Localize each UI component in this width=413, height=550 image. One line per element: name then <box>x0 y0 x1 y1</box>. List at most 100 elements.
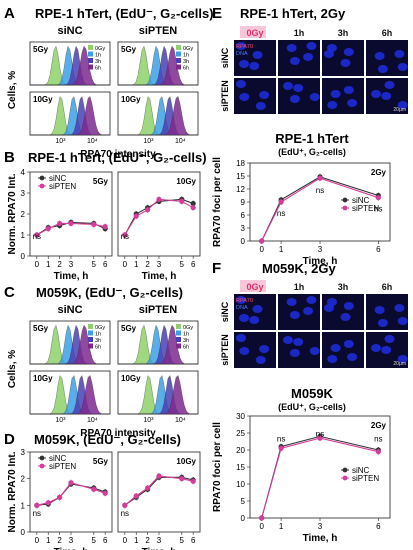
x-axis-label: Time, h <box>303 256 338 267</box>
legend-label: 6h <box>183 345 189 351</box>
data-point <box>68 480 74 486</box>
nucleus <box>236 334 246 342</box>
annotation-ns: ns <box>316 186 324 195</box>
x-tick-label: 3 <box>318 245 323 254</box>
histogram-dose-label: 5Gy <box>121 45 137 54</box>
title-e-chart: RPE-1 hTert <box>275 131 349 146</box>
y-tick-label: 6 <box>241 211 246 220</box>
legend-swatch <box>176 58 181 63</box>
nucleus <box>236 80 246 88</box>
nucleus <box>327 101 338 109</box>
data-point <box>45 226 51 232</box>
nucleus <box>239 347 250 355</box>
legend-label: siPTEN <box>352 204 379 213</box>
nucleus <box>397 101 408 109</box>
data-point <box>133 493 139 499</box>
annotation-ns: ns <box>374 435 382 444</box>
legend-label: 6h <box>95 345 101 351</box>
panel-label-f: F <box>212 260 221 277</box>
data-point <box>156 473 162 479</box>
legend-label: siNC <box>49 174 67 183</box>
hist-xtick-label: 10³ <box>55 417 66 424</box>
legend-swatch <box>88 337 93 342</box>
legend-marker <box>342 205 348 211</box>
stain-label: DNA <box>236 305 248 311</box>
nucleus <box>330 344 341 352</box>
nucleus <box>303 307 314 315</box>
x-tick-label: 6 <box>103 536 108 545</box>
x-tick-label: 1 <box>279 522 284 531</box>
x-tick-label: 0 <box>123 536 128 545</box>
nucleus <box>377 319 388 327</box>
nucleus <box>397 355 408 363</box>
legend-marker <box>342 197 348 203</box>
nucleus <box>236 42 246 50</box>
legend-label: 0Gy <box>183 325 193 331</box>
x-tick-label: 6 <box>376 245 381 254</box>
micro-col-label: 3h <box>338 28 349 38</box>
y-tick-label: 0 <box>21 252 26 261</box>
histogram-peak <box>118 324 198 365</box>
legend-label: 3h <box>95 59 101 65</box>
data-point <box>190 205 196 211</box>
legend-label: 1h <box>95 332 101 338</box>
nucleus <box>239 314 249 322</box>
x-tick-label: 5 <box>92 260 97 269</box>
hist-xtick-label: 10⁴ <box>87 417 98 424</box>
legend-label: 0Gy <box>95 325 105 331</box>
stain-label: RPA70 <box>236 298 253 304</box>
nucleus <box>343 48 354 56</box>
x-tick-label: 6 <box>376 522 381 531</box>
legend-marker <box>39 183 45 189</box>
micrograph <box>322 332 364 368</box>
nucleus <box>293 338 304 346</box>
x-tick-label: 0 <box>35 536 40 545</box>
legend-marker <box>342 467 348 473</box>
y-tick-label: 0 <box>241 237 246 246</box>
x-axis-label: Time, h <box>142 547 177 550</box>
chart-title: 10Gy <box>176 177 196 186</box>
stain-label: DNA <box>236 51 248 57</box>
nucleus <box>394 304 405 312</box>
micro-col-label: 0Gy <box>246 28 263 38</box>
legend-swatch <box>88 64 93 70</box>
nucleus <box>374 52 385 60</box>
nucleus <box>374 306 385 314</box>
nucleus <box>309 347 320 355</box>
nucleus <box>340 59 351 67</box>
hist-col-label: siPTEN <box>139 304 178 316</box>
legend-swatch <box>176 64 181 70</box>
data-point <box>317 175 323 181</box>
legend-label: 6h <box>183 66 189 72</box>
x-tick-label: 0 <box>123 260 128 269</box>
nucleus <box>259 91 270 99</box>
data-point <box>68 220 74 227</box>
x-tick-label: 3 <box>157 536 162 545</box>
nucleus <box>381 92 392 100</box>
histogram-peak <box>118 96 198 136</box>
hist-xtick-label: 10³ <box>143 138 154 145</box>
title-f: M059K, 2Gy <box>262 261 336 276</box>
panel-label-b: B <box>4 149 15 166</box>
legend-swatch <box>88 324 93 329</box>
y-tick-label: 30 <box>236 412 245 421</box>
y-tick-label: 0 <box>241 514 246 523</box>
data-point <box>91 221 97 228</box>
y-tick-label: 5 <box>241 497 246 506</box>
data-point <box>190 200 196 207</box>
nucleus <box>286 44 297 52</box>
chart-f: 2Gy 0 1 3 6 Time, h 0 5 10 15 20 25 30 RPA70 foci per… <box>212 412 391 544</box>
nucleus <box>384 335 395 343</box>
y-tick-label: 25 <box>236 429 245 438</box>
nucleus <box>249 62 260 70</box>
y-tick-label: 3 <box>241 224 246 233</box>
x-tick-label: 3 <box>69 536 74 545</box>
nucleus <box>371 90 381 98</box>
stain-label: RPA70 <box>236 44 253 50</box>
title-a: RPE-1 hTert, (EdU⁻, G₂-cells) <box>35 6 214 21</box>
y-axis-label: RPA70 foci per cell <box>212 422 223 512</box>
legend-swatch <box>88 51 93 57</box>
